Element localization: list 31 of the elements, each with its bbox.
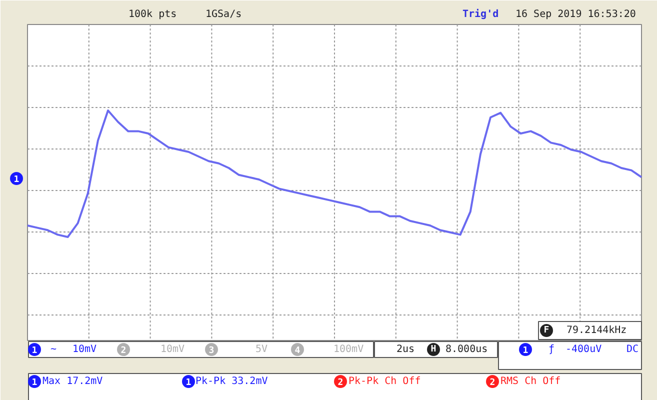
text: 2 <box>120 346 126 356</box>
text: ~ <box>50 344 57 355</box>
text: 2 <box>338 378 344 388</box>
text: 3 <box>208 346 214 356</box>
text: 5V <box>256 344 268 355</box>
text: RMS Ch Off <box>500 376 561 387</box>
text: 10mV <box>72 344 97 355</box>
text: 16 Sep 2019 16:53:20 <box>516 9 636 20</box>
text: -400uV <box>566 344 602 355</box>
text: 100k pts <box>128 9 177 20</box>
text: 100mV <box>334 344 364 355</box>
text: ƒ <box>548 344 555 355</box>
text: Pk-Pk 33.2mV <box>196 376 268 387</box>
text: H <box>430 344 436 354</box>
text: 8.000us <box>446 344 488 355</box>
text: 1 <box>522 346 528 356</box>
text: 1 <box>32 346 38 356</box>
annotation: 79.2144kHz <box>566 325 627 336</box>
text: Trig'd <box>462 8 499 20</box>
text: 1 <box>186 378 192 388</box>
text: Pk-Pk Ch Off <box>348 376 421 387</box>
text: 1 <box>32 378 38 388</box>
text: 2 <box>490 378 496 388</box>
text: 2us <box>396 344 415 355</box>
annotation: F <box>544 326 550 336</box>
text: 4 <box>294 346 301 356</box>
text: 1 <box>14 175 20 185</box>
text: 10mV <box>160 344 185 355</box>
text: Max 17.2mV <box>42 376 103 387</box>
text: 1GSa/s <box>206 9 242 20</box>
text: DC <box>626 344 639 355</box>
